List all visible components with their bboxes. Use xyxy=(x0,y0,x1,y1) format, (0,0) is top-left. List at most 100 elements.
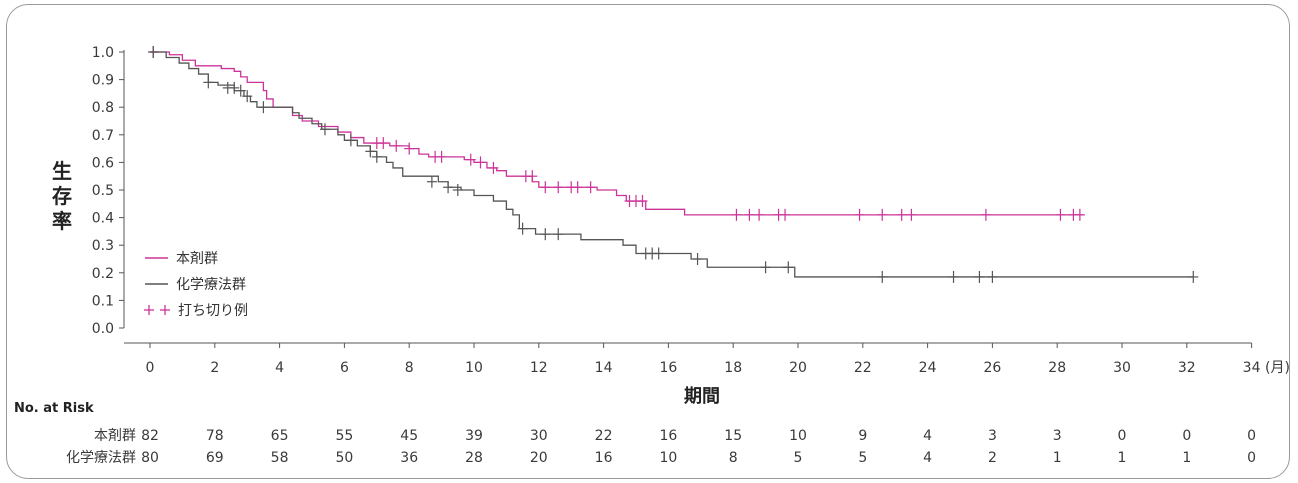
risk-cell: 5 xyxy=(794,450,803,466)
censor-mark-chemo xyxy=(242,90,253,103)
y-axis-label-char: 生 xyxy=(52,159,72,183)
risk-cell: 36 xyxy=(400,450,418,466)
risk-cell: 8 xyxy=(729,450,738,466)
x-tick-label: 10 xyxy=(465,360,483,376)
censor-mark-drug xyxy=(1055,208,1066,221)
survival-curves xyxy=(150,51,1194,278)
x-tick-label: 30 xyxy=(1113,360,1131,376)
censor-mark-chemo xyxy=(371,150,382,163)
censor-mark-drug xyxy=(754,208,765,221)
censor-mark-chemo xyxy=(148,46,159,58)
risk-cell: 1 xyxy=(1182,450,1191,466)
censor-mark-drug xyxy=(780,208,791,221)
censor-mark-drug xyxy=(854,208,865,221)
x-tick-label: 22 xyxy=(854,360,872,376)
censor-mark-drug xyxy=(637,195,648,208)
x-tick-label: 14 xyxy=(595,360,613,376)
risk-table-header: No. at Risk xyxy=(14,401,94,416)
y-tick-label: 0.9 xyxy=(92,73,114,89)
risk-cell: 82 xyxy=(141,428,159,444)
censor-mark-chemo xyxy=(345,134,356,147)
risk-cell: 15 xyxy=(724,428,742,444)
censor-mark-chemo xyxy=(540,228,551,241)
risk-cell: 30 xyxy=(530,428,548,444)
censor-mark-chemo xyxy=(987,270,998,283)
risk-cell: 3 xyxy=(1053,428,1062,444)
x-tick-label: 18 xyxy=(724,360,742,376)
x-tick-label: 8 xyxy=(405,360,414,376)
y-tick-label: 0.1 xyxy=(92,293,114,309)
censor-mark-chemo xyxy=(452,184,463,196)
censor-mark-chemo xyxy=(1188,270,1199,283)
risk-cell: 10 xyxy=(789,428,807,444)
censor-mark-drug xyxy=(378,137,389,150)
legend: 本剤群 化学療法群 打ち切り例 xyxy=(144,251,248,319)
censor-mark-chemo xyxy=(974,270,985,283)
x-tick-label: 12 xyxy=(530,360,548,376)
x-tick-label: 2 xyxy=(210,360,219,376)
censor-mark-chemo xyxy=(783,261,794,274)
risk-cell: 0 xyxy=(1118,428,1127,444)
censor-mark-drug xyxy=(488,161,499,174)
censor-mark-drug xyxy=(744,208,755,221)
censor-mark-chemo xyxy=(653,247,664,260)
curve-drug xyxy=(150,51,1084,216)
x-axis-unit: (月) xyxy=(1265,360,1290,376)
legend-censor-drug xyxy=(144,305,154,315)
risk-cell: 1 xyxy=(1053,450,1062,466)
y-axis-label: 生存率 xyxy=(52,159,72,233)
y-tick-label: 1.0 xyxy=(92,45,114,61)
risk-cell: 69 xyxy=(206,450,224,466)
censor-mark-chemo xyxy=(258,101,269,114)
axes: 0.00.10.20.30.40.50.60.70.80.91.00 2 4 6 8 10… xyxy=(92,45,1261,376)
censor-mark-drug xyxy=(465,153,476,166)
censor-mark-drug xyxy=(980,208,991,221)
censor-mark-chemo xyxy=(877,270,888,283)
censor-mark-drug xyxy=(475,156,486,169)
risk-cell: 5 xyxy=(858,450,867,466)
censor-mark-drug xyxy=(585,181,596,194)
risk-cell: 0 xyxy=(1247,450,1256,466)
x-tick-label: 34 xyxy=(1243,360,1261,376)
censor-mark-chemo xyxy=(692,253,703,265)
x-tick-label: 24 xyxy=(919,360,937,376)
censor-mark-drug xyxy=(404,142,415,155)
y-tick-label: 0.8 xyxy=(92,100,114,116)
risk-cell: 4 xyxy=(923,428,932,444)
risk-cell: 0 xyxy=(1182,428,1191,444)
figure-frame xyxy=(6,4,1290,479)
censor-mark-drug xyxy=(731,208,742,221)
risk-cell: 50 xyxy=(335,450,353,466)
risk-cell: 55 xyxy=(335,428,353,444)
x-axis-label: 期間 xyxy=(684,386,720,407)
x-tick-label: 32 xyxy=(1178,360,1196,376)
risk-cell: 4 xyxy=(923,450,932,466)
censor-mark-drug xyxy=(540,181,551,194)
risk-cell: 3 xyxy=(988,428,997,444)
x-tick-label: 4 xyxy=(275,360,284,376)
legend-label-censor: 打ち切り例 xyxy=(178,302,248,319)
censor-mark-chemo xyxy=(319,123,330,136)
censor-marks xyxy=(148,46,1199,283)
y-tick-label: 0.3 xyxy=(92,238,114,254)
censor-mark-chemo xyxy=(203,76,214,89)
risk-cell: 58 xyxy=(271,450,289,466)
risk-cell: 39 xyxy=(465,428,483,444)
censor-mark-drug xyxy=(527,170,538,183)
y-tick-label: 0.5 xyxy=(92,183,114,199)
censor-mark-chemo xyxy=(760,261,771,274)
risk-cell: 16 xyxy=(659,428,677,444)
censor-mark-chemo xyxy=(229,81,240,94)
legend-censor-chemo xyxy=(160,305,170,315)
risk-row-label: 本剤群 xyxy=(94,428,136,444)
risk-cell: 22 xyxy=(595,428,613,444)
risk-cell: 80 xyxy=(141,450,159,466)
censor-mark-drug xyxy=(896,208,907,221)
x-tick-label: 6 xyxy=(340,360,349,376)
y-tick-label: 0.4 xyxy=(92,211,114,227)
risk-cell: 9 xyxy=(858,428,867,444)
risk-cell: 1 xyxy=(1118,450,1127,466)
censor-mark-chemo xyxy=(517,222,528,235)
legend-label-drug: 本剤群 xyxy=(176,251,218,267)
